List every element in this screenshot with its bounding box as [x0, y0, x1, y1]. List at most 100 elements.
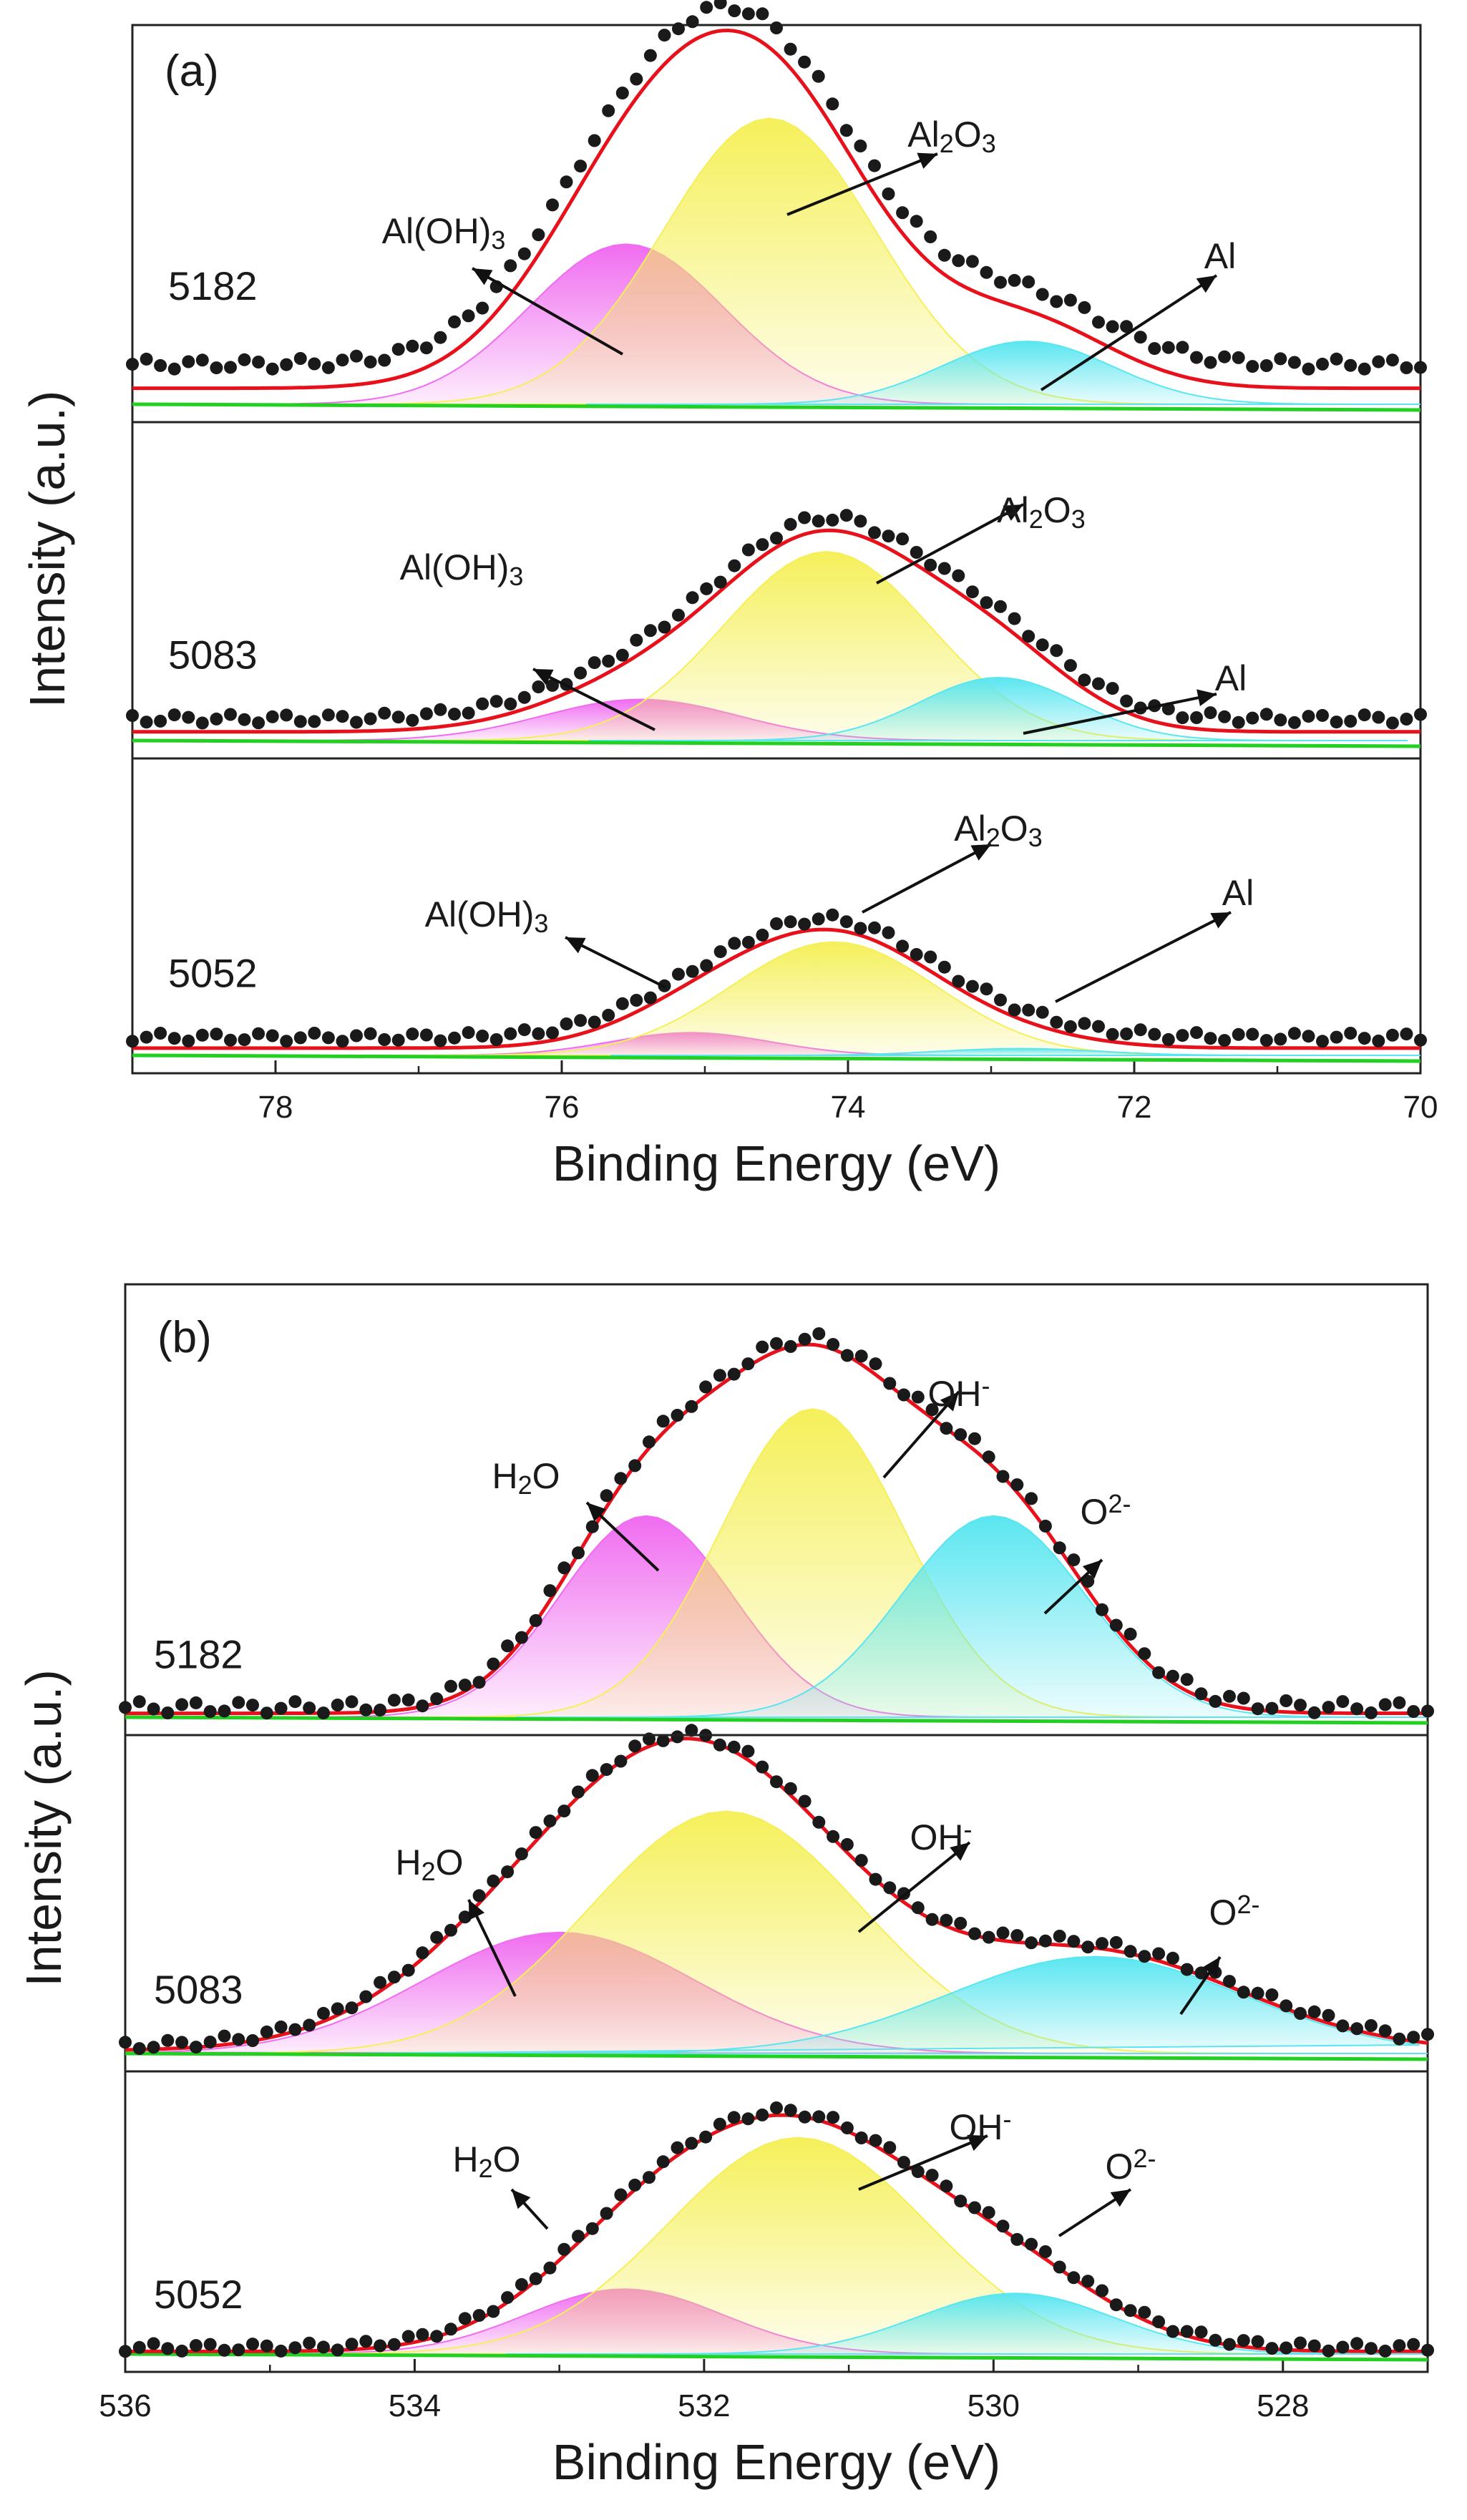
data-points	[119, 1327, 1434, 1720]
spectrum-5052: 5052 H2O OH- O2-	[119, 2101, 1434, 2362]
data-point	[374, 1976, 387, 1989]
baseline	[125, 2051, 1428, 2061]
baseline	[132, 402, 1421, 412]
x-tick-label: 528	[1257, 2388, 1309, 2423]
data-point	[501, 2291, 515, 2305]
data-point	[280, 1035, 293, 1048]
data-point	[685, 1724, 698, 1737]
data-point	[1280, 1694, 1293, 1707]
data-point	[1124, 1945, 1137, 1958]
data-point	[532, 228, 545, 242]
data-point	[1194, 1687, 1208, 1701]
data-point	[699, 1380, 713, 1394]
data-point	[630, 994, 643, 1007]
data-point	[532, 1027, 545, 1040]
data-point	[238, 1033, 251, 1047]
data-point	[600, 1489, 613, 1503]
data-point	[615, 997, 629, 1010]
data-point	[1393, 2339, 1406, 2353]
data-point	[572, 1546, 585, 1560]
data-point	[374, 1704, 387, 1716]
data-point	[812, 2110, 826, 2124]
data-point	[869, 1357, 882, 1371]
data-point	[868, 159, 881, 172]
peak-label: H2O	[452, 2139, 520, 2183]
data-point	[378, 706, 391, 720]
arrow-head	[587, 1503, 607, 1522]
data-point	[419, 707, 433, 721]
data-point	[1350, 2337, 1364, 2350]
data-point	[585, 1520, 599, 1533]
data-point	[585, 1769, 599, 1782]
x-tick-label: 78	[258, 1090, 293, 1125]
data-point	[756, 1760, 769, 1774]
data-point	[910, 215, 923, 228]
data-point	[1106, 1027, 1119, 1041]
data-point	[476, 697, 489, 710]
data-point	[1022, 1003, 1035, 1017]
data-point	[1259, 708, 1273, 721]
data-point	[1180, 2325, 1194, 2338]
data-point	[600, 2207, 613, 2220]
data-point	[448, 1031, 461, 1045]
annotation-arrow	[1023, 693, 1217, 735]
data-point	[827, 1830, 840, 1843]
data-point	[812, 1327, 826, 1340]
annotation-arrow	[786, 152, 938, 216]
data-point	[996, 2219, 1010, 2233]
data-point	[462, 309, 475, 323]
peak-label: OH-	[950, 2104, 1012, 2147]
data-point	[854, 1854, 868, 1867]
data-point	[1378, 2024, 1392, 2038]
data-point	[303, 2018, 316, 2032]
peak-Al	[589, 676, 1408, 741]
data-point	[741, 2112, 755, 2126]
data-point	[487, 1874, 500, 1887]
data-points	[119, 2101, 1434, 2358]
data-point	[615, 87, 629, 99]
data-point	[982, 1450, 995, 1464]
data-point	[1232, 716, 1245, 729]
data-point	[119, 1701, 132, 1714]
arrow-head	[1196, 275, 1217, 293]
data-point	[1010, 1929, 1024, 1943]
data-point	[1204, 356, 1217, 369]
data-point	[965, 980, 979, 993]
data-point	[1008, 612, 1021, 625]
spectrum-5083: 5083 Al(OH)3 Al2O3 Al	[126, 490, 1427, 748]
peak-label: Al(OH)3	[425, 894, 549, 938]
data-point	[685, 2136, 698, 2150]
data-point	[321, 1031, 335, 1045]
data-point	[336, 1035, 349, 1048]
data-point	[910, 546, 923, 559]
data-point	[1232, 1027, 1245, 1041]
x-axis-label: Binding Energy (eV)	[552, 2434, 1000, 2490]
data-point	[980, 265, 993, 279]
data-point	[288, 2341, 302, 2355]
data-point	[643, 1435, 655, 1449]
data-point	[293, 1031, 307, 1045]
data-point	[203, 1705, 217, 1719]
peak-label: Al2O3	[997, 490, 1085, 534]
data-point	[1166, 1669, 1179, 1683]
data-point	[827, 1338, 840, 1351]
data-point	[883, 1377, 897, 1390]
data-point	[434, 331, 447, 344]
data-point	[924, 558, 937, 572]
data-point	[189, 2041, 203, 2054]
data-point	[1081, 1940, 1095, 1954]
data-point	[218, 1704, 231, 1718]
data-point	[996, 1926, 1010, 1940]
data-point	[1067, 1935, 1081, 1948]
data-point	[826, 97, 839, 111]
data-point	[406, 1027, 419, 1041]
data-point	[798, 511, 812, 524]
data-point	[994, 275, 1007, 289]
data-point	[952, 975, 965, 988]
data-point	[996, 1470, 1010, 1483]
data-point	[883, 2141, 897, 2154]
data-point	[430, 1692, 444, 1706]
sample-label: 5182	[168, 263, 258, 308]
data-point	[1050, 644, 1063, 658]
data-point	[1294, 1699, 1307, 1712]
